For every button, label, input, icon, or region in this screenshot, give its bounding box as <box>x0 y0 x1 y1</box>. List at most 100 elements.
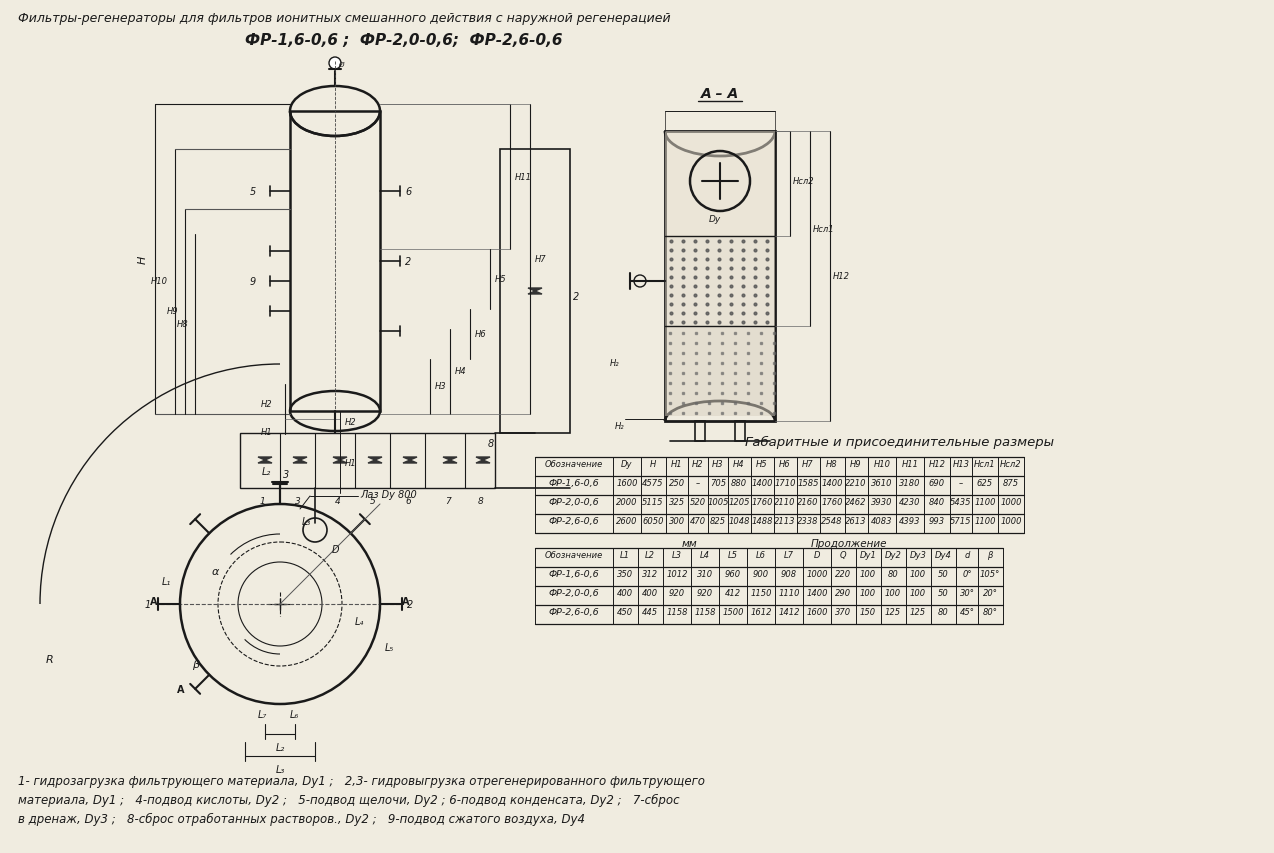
Text: 100: 100 <box>885 589 901 597</box>
Text: 1400: 1400 <box>806 589 828 597</box>
Text: A: A <box>403 596 409 606</box>
Text: Обозначение: Обозначение <box>545 460 603 468</box>
Text: L4: L4 <box>699 550 710 560</box>
Text: 3: 3 <box>296 496 301 506</box>
Text: 1585: 1585 <box>798 479 819 487</box>
Text: 80: 80 <box>938 607 948 616</box>
Text: 2: 2 <box>405 257 412 267</box>
Text: 50: 50 <box>938 569 948 578</box>
Text: Н4: Н4 <box>455 367 466 376</box>
Text: 6: 6 <box>405 496 410 506</box>
Text: Н4: Н4 <box>734 460 745 468</box>
Text: Н12: Н12 <box>833 272 850 281</box>
Text: Н3: Н3 <box>712 460 724 468</box>
Text: L3: L3 <box>671 550 682 560</box>
Text: 4083: 4083 <box>871 516 893 525</box>
Text: 5: 5 <box>250 187 256 197</box>
Text: 1048: 1048 <box>729 516 750 525</box>
Text: Габаритные и присоединительные размеры: Габаритные и присоединительные размеры <box>745 436 1055 449</box>
Text: Продолжение: Продолжение <box>810 538 887 548</box>
Text: 960: 960 <box>725 569 741 578</box>
Text: 1- гидрозагрузка фильтрующего материала, Dу1 ;   2,3- гидровыгрузка отрегенериро: 1- гидрозагрузка фильтрующего материала,… <box>18 774 705 787</box>
Text: 4575: 4575 <box>642 479 664 487</box>
Polygon shape <box>527 288 541 292</box>
Text: A: A <box>177 684 185 694</box>
Text: L₂: L₂ <box>275 742 284 752</box>
Text: Н5: Н5 <box>757 460 768 468</box>
Text: 370: 370 <box>834 607 851 616</box>
Text: 1500: 1500 <box>722 607 744 616</box>
Text: Н5: Н5 <box>496 276 507 284</box>
Bar <box>665 327 775 416</box>
Text: 2613: 2613 <box>845 516 866 525</box>
Text: R: R <box>46 654 54 664</box>
Text: 690: 690 <box>929 479 945 487</box>
Text: 2000: 2000 <box>617 497 638 507</box>
Polygon shape <box>443 461 457 463</box>
Text: Dу: Dу <box>622 460 633 468</box>
Bar <box>240 433 496 489</box>
Text: Н8: Н8 <box>176 320 189 329</box>
Text: 1000: 1000 <box>1000 497 1022 507</box>
Text: 520: 520 <box>691 497 706 507</box>
Bar <box>665 237 775 327</box>
Text: Н2: Н2 <box>260 400 273 409</box>
Text: 2548: 2548 <box>822 516 842 525</box>
Text: 3930: 3930 <box>871 497 893 507</box>
Text: 125: 125 <box>910 607 926 616</box>
Text: 993: 993 <box>929 516 945 525</box>
Text: 45°: 45° <box>959 607 975 616</box>
Text: 625: 625 <box>977 479 992 487</box>
Text: 2338: 2338 <box>798 516 819 525</box>
Text: 6050: 6050 <box>642 516 664 525</box>
Text: 1600: 1600 <box>617 479 638 487</box>
Text: Н9: Н9 <box>167 307 178 316</box>
Text: D: D <box>333 544 339 554</box>
Text: 4230: 4230 <box>899 497 921 507</box>
Text: Н1: Н1 <box>260 428 273 437</box>
Text: 1000: 1000 <box>1000 516 1022 525</box>
Text: 300: 300 <box>669 516 685 525</box>
Text: L7: L7 <box>784 550 794 560</box>
Text: 1205: 1205 <box>729 497 750 507</box>
Text: 900: 900 <box>753 569 769 578</box>
Text: Н11: Н11 <box>902 460 919 468</box>
Text: L2: L2 <box>645 550 655 560</box>
Text: L5: L5 <box>727 550 738 560</box>
Text: 400: 400 <box>642 589 659 597</box>
Text: 2210: 2210 <box>845 479 866 487</box>
Polygon shape <box>476 457 490 461</box>
Text: L₃: L₃ <box>275 764 284 774</box>
Text: 3180: 3180 <box>899 479 921 487</box>
Polygon shape <box>368 457 382 461</box>
Text: 880: 880 <box>731 479 747 487</box>
Text: Фильтры-регенераторы для фильтров ионитных смешанного действия с наружной регене: Фильтры-регенераторы для фильтров ионитн… <box>18 12 670 25</box>
Text: ФР-1,6-0,6 ;  ФР-2,0-0,6;  ФР-2,6-0,6: ФР-1,6-0,6 ; ФР-2,0-0,6; ФР-2,6-0,6 <box>245 33 563 48</box>
Text: 412: 412 <box>725 589 741 597</box>
Text: –: – <box>959 479 963 487</box>
Text: L1: L1 <box>620 550 631 560</box>
Text: 2110: 2110 <box>775 497 796 507</box>
Text: Н: Н <box>138 256 148 264</box>
Text: 400: 400 <box>617 589 633 597</box>
Text: 1400: 1400 <box>752 479 773 487</box>
Text: 920: 920 <box>697 589 713 597</box>
Text: Н: Н <box>650 460 656 468</box>
Text: 80°: 80° <box>982 607 998 616</box>
Text: Dу1: Dу1 <box>860 550 877 560</box>
Text: 920: 920 <box>669 589 685 597</box>
Text: Нсл2: Нсл2 <box>1000 460 1022 468</box>
Bar <box>499 150 569 433</box>
Text: L₅: L₅ <box>385 642 394 653</box>
Text: 450: 450 <box>617 607 633 616</box>
Text: Dу: Dу <box>708 215 721 223</box>
Text: Q: Q <box>840 550 846 560</box>
Text: 825: 825 <box>710 516 726 525</box>
Text: 1488: 1488 <box>752 516 773 525</box>
Text: 105°: 105° <box>980 569 1000 578</box>
Text: L₄: L₄ <box>355 616 364 626</box>
Text: 4393: 4393 <box>899 516 921 525</box>
Text: 8: 8 <box>488 438 494 449</box>
Text: 1150: 1150 <box>750 589 772 597</box>
Text: 1600: 1600 <box>806 607 828 616</box>
